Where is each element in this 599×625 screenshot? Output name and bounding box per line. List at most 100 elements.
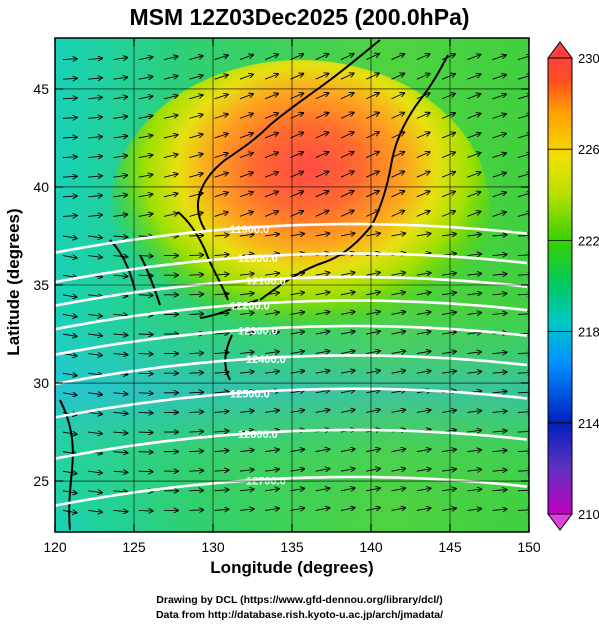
wind-vector — [442, 234, 456, 236]
wind-vector — [492, 254, 507, 255]
wind-vector — [467, 172, 480, 178]
wind-vector — [517, 154, 529, 159]
wind-vector — [340, 508, 355, 511]
wind-vector — [340, 93, 354, 100]
wind-vector — [340, 233, 355, 236]
wind-vector — [416, 273, 431, 275]
wind-vector — [391, 132, 405, 139]
wind-vector — [214, 470, 229, 471]
wind-vector — [492, 509, 507, 510]
contour-line — [55, 299, 528, 331]
wind-vector — [88, 412, 102, 414]
wind-vector — [113, 412, 127, 413]
wind-vector — [442, 332, 456, 334]
wind-vector — [189, 412, 203, 413]
x-axis-title: Longitude (degrees) — [210, 558, 374, 577]
wind-vector — [214, 254, 229, 255]
wind-vector — [492, 372, 507, 373]
wind-vector — [391, 113, 405, 119]
wind-vector — [442, 489, 456, 491]
wind-vector — [113, 452, 127, 453]
wind-vector — [492, 192, 506, 198]
wind-vector — [340, 390, 355, 393]
wind-vector — [340, 171, 354, 178]
wind-vector — [517, 412, 529, 413]
wind-vector — [315, 508, 330, 511]
wind-vector — [62, 314, 77, 316]
y-tick-label: 25 — [33, 473, 49, 489]
wind-vector — [138, 77, 153, 80]
wind-vector — [214, 509, 229, 510]
wind-vector — [467, 313, 481, 315]
wind-vector — [416, 449, 431, 451]
wind-vector — [391, 73, 405, 80]
wind-vector — [391, 211, 405, 217]
wind-vector — [290, 172, 303, 178]
wind-vector — [265, 234, 279, 236]
wind-vector — [88, 97, 102, 98]
wind-vector — [340, 449, 355, 452]
wind-vector — [517, 134, 529, 139]
wind-vector — [239, 234, 254, 236]
colorbar-bar — [547, 57, 573, 515]
y-tick-label: 30 — [33, 375, 49, 391]
wind-vector — [366, 152, 379, 158]
wind-vector — [239, 509, 254, 511]
wind-vector — [416, 152, 430, 158]
wind-vector — [163, 56, 178, 59]
wind-vector — [264, 74, 278, 80]
wind-vector — [366, 390, 380, 393]
wind-vector — [366, 171, 379, 178]
wind-vector — [88, 432, 102, 434]
wind-vector — [416, 74, 430, 80]
wind-vector — [88, 491, 102, 493]
wind-vector — [62, 78, 77, 79]
wind-vector — [442, 351, 456, 353]
wind-vector — [214, 173, 228, 178]
wind-vector — [340, 292, 355, 295]
wind-vector — [239, 450, 254, 452]
wind-vector — [189, 451, 203, 452]
wind-vector — [366, 132, 379, 139]
wind-vector — [264, 192, 278, 198]
wind-vector — [62, 59, 77, 60]
contour-label: 12600.0 — [238, 429, 278, 441]
wind-vector — [366, 272, 380, 275]
wind-vector — [517, 235, 529, 236]
wind-vector — [366, 93, 379, 100]
wind-vector — [163, 115, 178, 118]
wind-vector — [416, 234, 431, 236]
wind-vector — [517, 353, 529, 354]
wind-vector — [265, 293, 279, 295]
wind-vector — [62, 137, 77, 138]
wind-vector — [492, 173, 506, 178]
wind-vector — [315, 54, 329, 60]
wind-vector — [442, 293, 456, 295]
wind-vector — [290, 152, 303, 158]
wind-vector — [62, 471, 77, 473]
x-tick-label: 120 — [43, 539, 67, 555]
wind-vector — [467, 489, 481, 491]
wind-vector — [239, 55, 253, 60]
wind-vector — [391, 331, 406, 334]
wind-vector — [517, 431, 529, 432]
wind-vector — [340, 191, 354, 198]
wind-vector — [492, 313, 507, 314]
contour-label: 12200.0 — [230, 300, 270, 312]
wind-vector — [366, 488, 380, 491]
wind-vector — [416, 351, 431, 353]
wind-vector — [467, 450, 481, 452]
wind-vector — [214, 153, 228, 159]
wind-vector — [113, 256, 127, 257]
wind-vector — [290, 508, 304, 510]
wind-vector — [340, 73, 354, 80]
wind-vector — [62, 98, 77, 99]
wind-vector — [62, 393, 77, 395]
wind-vector — [62, 256, 77, 258]
wind-vector — [214, 352, 229, 353]
contour-label: 11900.0 — [230, 224, 269, 236]
wind-vector — [239, 254, 254, 256]
wind-vector — [391, 469, 406, 472]
wind-vector — [467, 352, 481, 354]
